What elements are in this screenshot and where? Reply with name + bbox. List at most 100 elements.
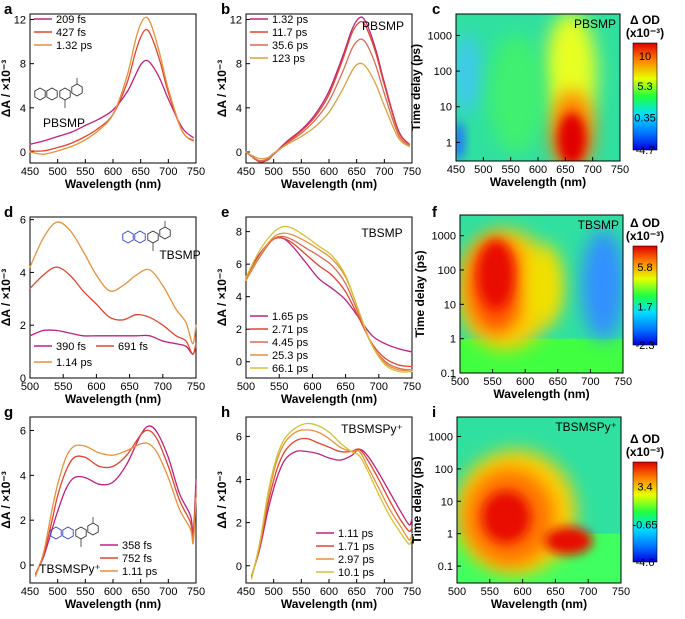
data-point: [281, 226, 284, 228]
data-point: [345, 291, 347, 293]
chart-panel-e: 500 550 600 650 700 750 0 2 4 6 8 Wavelength (nm) ΔA…: [215, 204, 421, 406]
data-point: [151, 25, 153, 27]
data-point: [70, 142, 73, 144]
legend-entry: 427 fs: [56, 27, 86, 39]
colorbar: Δ OD(x10⁻³) 10 5.3 0.35 -4.7: [626, 13, 664, 157]
x-tick-label: 700: [375, 166, 393, 178]
panel-label: f: [432, 204, 438, 221]
y-axis-label: Time delay (ps): [413, 250, 427, 337]
data-point: [408, 530, 410, 532]
series-line-3: [245, 232, 413, 372]
data-point: [195, 497, 197, 499]
data-point: [356, 64, 358, 66]
data-point: [267, 156, 269, 159]
data-point: [383, 92, 385, 95]
data-point: [267, 502, 269, 504]
y-tick-label: 0: [20, 147, 26, 159]
data-point: [271, 237, 274, 239]
x-tick-label: 450: [21, 166, 39, 178]
panel-label: i: [432, 404, 436, 421]
data-point: [126, 76, 128, 78]
data-point: [185, 345, 187, 347]
y-tick-label: 0.1: [438, 561, 453, 573]
series-line-2: [34, 442, 197, 577]
data-point: [331, 287, 333, 290]
data-point: [275, 457, 278, 459]
x-tick-label: 750: [614, 376, 632, 388]
data-point: [378, 472, 380, 474]
ring: [62, 526, 74, 540]
data-point: [271, 239, 274, 241]
data-point: [65, 488, 67, 490]
x-tick-label: 750: [403, 381, 421, 393]
y-tick-label: 0: [20, 373, 26, 385]
colorbar-tick-label: 3.4: [637, 482, 652, 494]
data-point: [135, 335, 137, 337]
data-point: [189, 521, 192, 524]
data-point: [284, 450, 286, 453]
data-point: [84, 135, 86, 138]
data-point: [98, 465, 100, 467]
data-point: [397, 133, 399, 135]
legend-entry: 1.14 ps: [56, 357, 93, 369]
data-point: [408, 145, 410, 148]
data-point: [339, 450, 341, 453]
data-point: [57, 494, 59, 497]
series-line-4: [245, 225, 413, 373]
panel-annotation: TBSMP: [361, 226, 402, 240]
x-tick-label: 650: [120, 381, 138, 393]
data-point: [192, 139, 194, 141]
x-axis-label: Wavelength (nm): [493, 387, 589, 401]
data-point: [109, 290, 111, 292]
data-point: [375, 84, 377, 86]
data-point: [55, 266, 58, 268]
data-point: [361, 21, 363, 23]
chart-panel-d: 500 550 600 650 700 750 0 2 4 6 Wavelength (nm) ΔA …: [0, 204, 205, 406]
x-tick-label: 550: [481, 586, 499, 598]
data-point: [259, 541, 261, 543]
data-point: [328, 100, 330, 102]
data-point: [259, 161, 261, 163]
panel-label: d: [4, 204, 13, 221]
data-point: [350, 450, 352, 453]
data-point: [140, 36, 142, 38]
legend-entry: 66.1 ps: [272, 363, 309, 375]
data-point: [383, 105, 385, 107]
data-point: [82, 335, 84, 337]
colorbar-tick-label: -4.7: [636, 145, 655, 157]
data-point: [328, 90, 330, 92]
legend-entry: 123 ps: [272, 53, 306, 65]
y-tick-label: 100: [434, 66, 452, 78]
series-line-2: [29, 221, 197, 345]
heatmap-region: [526, 245, 563, 325]
colorbar-tick-label: 5.3: [637, 81, 652, 93]
data-point: [156, 438, 158, 441]
data-point: [148, 429, 150, 432]
y-tick-label: 6: [236, 431, 242, 443]
legend-entry: 358 fs: [122, 540, 152, 552]
data-point: [112, 481, 114, 483]
data-point: [358, 310, 360, 312]
y-tick-label: 0: [236, 357, 242, 369]
y-tick-label: 4: [236, 292, 242, 304]
x-tick-label: 500: [264, 166, 282, 178]
plot-frame: [459, 214, 624, 374]
y-axis-label: ΔA / ×10⁻³: [0, 471, 13, 529]
data-point: [411, 532, 413, 535]
x-tick-label: 500: [237, 381, 255, 393]
data-point: [367, 470, 369, 472]
data-point: [189, 515, 192, 517]
data-point: [300, 135, 302, 138]
y-axis-label: ΔA / ×10⁻³: [215, 269, 229, 327]
data-point: [73, 445, 75, 447]
legend: 390 fs 691 fs 1.14 ps: [34, 341, 148, 369]
data-point: [358, 448, 361, 450]
data-point: [398, 367, 400, 369]
heatmap-region: [456, 121, 465, 161]
data-point: [361, 38, 363, 40]
data-point: [342, 88, 344, 90]
chart-panel-c: 450 500 550 600 650 700 750 1 10 100 1000 Wavelengt…: [409, 1, 664, 189]
data-point: [43, 150, 45, 152]
